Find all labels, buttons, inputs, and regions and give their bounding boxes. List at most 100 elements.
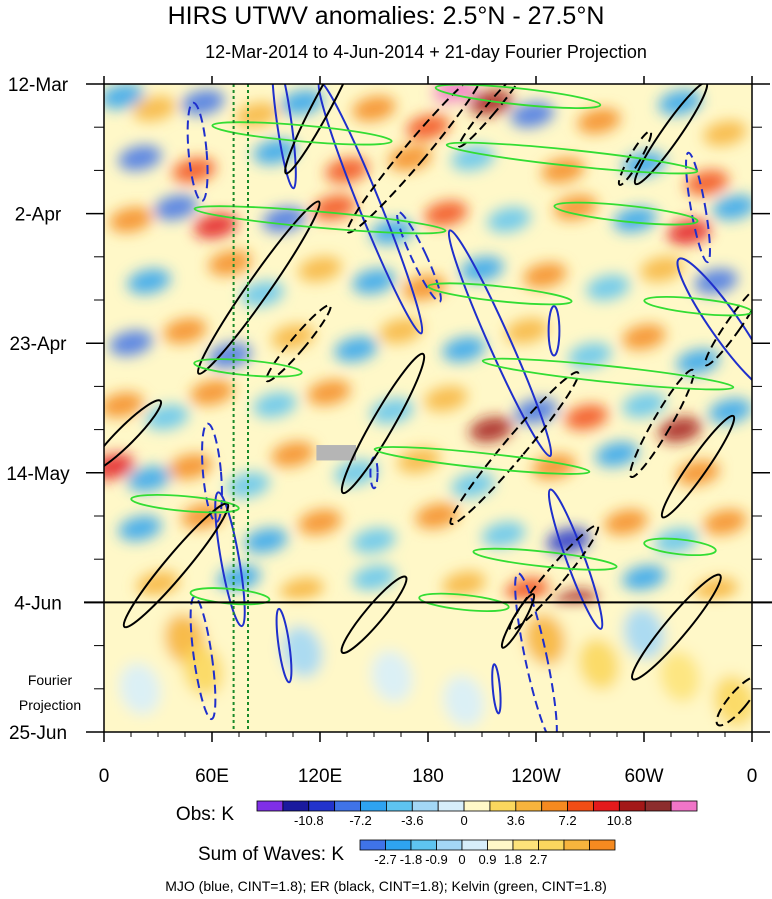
colorbar-swatch [359, 839, 386, 851]
obs-anomaly-blob [109, 330, 153, 356]
obs-anomaly-blob [154, 194, 198, 221]
obs-anomaly-blob [505, 318, 549, 344]
colorbar-tick-label: 7.2 [559, 813, 577, 828]
mjo-wave-contour [186, 101, 209, 203]
obs-anomaly-blob [280, 577, 324, 603]
er-wave-contour [340, 352, 426, 495]
er-wave-contour [449, 371, 580, 526]
projection-field [104, 602, 752, 732]
obs-anomaly-blob [325, 157, 369, 183]
colorbar-swatch [538, 839, 565, 851]
projection-blob [578, 638, 620, 690]
colorbar-swatch [489, 800, 517, 812]
mjo-wave-contour [271, 84, 297, 190]
colorbar-swatch [411, 800, 439, 812]
obs-anomaly-blob [104, 84, 144, 109]
y-axis: 12-Mar 2-Apr 23-Apr 14-May 4-Jun 25-Jun [6, 75, 770, 744]
colorbar-swatch [385, 839, 412, 851]
x-axis: 0 60E 120E 180 120W 60W 0 [99, 76, 758, 787]
colorbar-swatch [670, 800, 698, 812]
obs-colorbar-label: Obs: K [176, 804, 234, 825]
obs-anomaly-blob [442, 571, 486, 597]
obs-anomaly-blob [694, 268, 738, 295]
obs-anomaly-blob [708, 398, 752, 424]
missing-data-patch [316, 445, 356, 461]
obs-anomaly-blob [676, 349, 720, 375]
er-wave-contour [508, 524, 600, 632]
obs-anomaly-blob [514, 398, 558, 424]
obs-anomaly-blob [307, 379, 351, 406]
colorbar-swatch [334, 800, 361, 812]
colorbar-swatch [589, 839, 616, 851]
er-wave-contour [704, 283, 752, 367]
obs-anomaly-blob [415, 503, 459, 529]
colorbar-swatch [487, 839, 514, 851]
x-tick-label: 60E [195, 766, 229, 787]
obs-anomaly-field [104, 84, 752, 615]
er-wave-contour [500, 593, 536, 649]
x-tick-label: 0 [747, 766, 758, 787]
colorbar-swatch [308, 800, 336, 812]
obs-anomaly-blob [132, 96, 177, 122]
obs-anomaly-blob [487, 207, 531, 233]
er-wave-contour [715, 675, 752, 727]
obs-anomaly-blob [451, 145, 495, 171]
chart-title: HIRS UTWV anomalies: 2.5°N - 27.5°N [168, 2, 605, 30]
er-wave-contour [265, 304, 332, 383]
chart-subtitle: 12-Mar-2014 to 4-Jun-2014 + 21-day Fouri… [205, 42, 647, 62]
projection-blob [119, 663, 161, 715]
obs-anomaly-blob [613, 207, 657, 233]
colorbar-swatch [461, 839, 488, 851]
colorbar-tick-label: -1.8 [400, 852, 422, 867]
mjo-wave-contour [317, 84, 424, 335]
kelvin-wave-contour [189, 587, 271, 606]
colorbar-swatch [360, 800, 387, 812]
x-tick-label: 120W [511, 766, 561, 787]
obs-anomaly-blob [253, 139, 297, 165]
mjo-wave-contour [676, 257, 752, 392]
er-wave-contour [633, 84, 709, 186]
colorbar-tick-label: 0 [460, 813, 467, 828]
y-tick-label: 25-Jun [9, 723, 67, 744]
obs-anomaly-blob [244, 528, 288, 554]
projection-blob [524, 613, 566, 666]
obs-anomaly-blob [208, 342, 252, 369]
colorbar-swatch [567, 800, 594, 812]
obs-anomaly-blob [163, 318, 207, 344]
kelvin-wave-contour [643, 537, 717, 557]
obs-anomaly-blob [685, 170, 729, 196]
obs-anomaly-blob [712, 194, 752, 221]
obs-anomaly-blob [172, 157, 216, 183]
obs-anomaly-blob [352, 96, 396, 122]
colorbar-swatch [436, 839, 463, 851]
mjo-wave-contour [447, 229, 553, 458]
colorbar-swatch [512, 839, 539, 851]
colorbar-tick-label: 0.9 [478, 852, 496, 867]
kelvin-wave-contour [130, 494, 240, 514]
er-wave-contour [284, 84, 364, 175]
er-wave-contour [346, 84, 485, 234]
er-wave-contour [617, 130, 653, 186]
obs-anomaly-blob [109, 207, 153, 233]
x-tick-label: 60W [624, 766, 663, 787]
plot-area [104, 84, 752, 732]
colorbar-tick-label: 0 [458, 852, 465, 867]
waves-colorbar: -2.7 -1.8 -0.9 0 0.9 1.8 2.7 [359, 839, 616, 867]
obs-anomaly-blob [352, 528, 396, 554]
colorbar-tick-label: 10.8 [607, 813, 632, 828]
obs-anomaly-blob [622, 565, 666, 591]
obs-anomaly-blob [217, 565, 261, 591]
y-tick-label: 12-Mar [8, 75, 69, 96]
obs-anomaly-blob [334, 336, 378, 362]
obs-anomaly-blob [181, 89, 225, 116]
obs-anomaly-blob [640, 256, 684, 282]
obs-anomaly-blob [622, 392, 666, 418]
obs-anomaly-blob [352, 565, 396, 591]
obs-anomaly-blob [460, 256, 504, 282]
colorbar-swatch [515, 800, 543, 812]
projection-label-line-1: Fourier [28, 672, 73, 688]
obs-colorbar: -10.8 -7.2 -3.6 0 3.6 7.2 10.8 [256, 800, 698, 828]
obs-anomaly-blob [469, 417, 513, 443]
x-tick-label: 120E [298, 766, 342, 787]
colorbar-tick-label: -7.2 [349, 813, 371, 828]
